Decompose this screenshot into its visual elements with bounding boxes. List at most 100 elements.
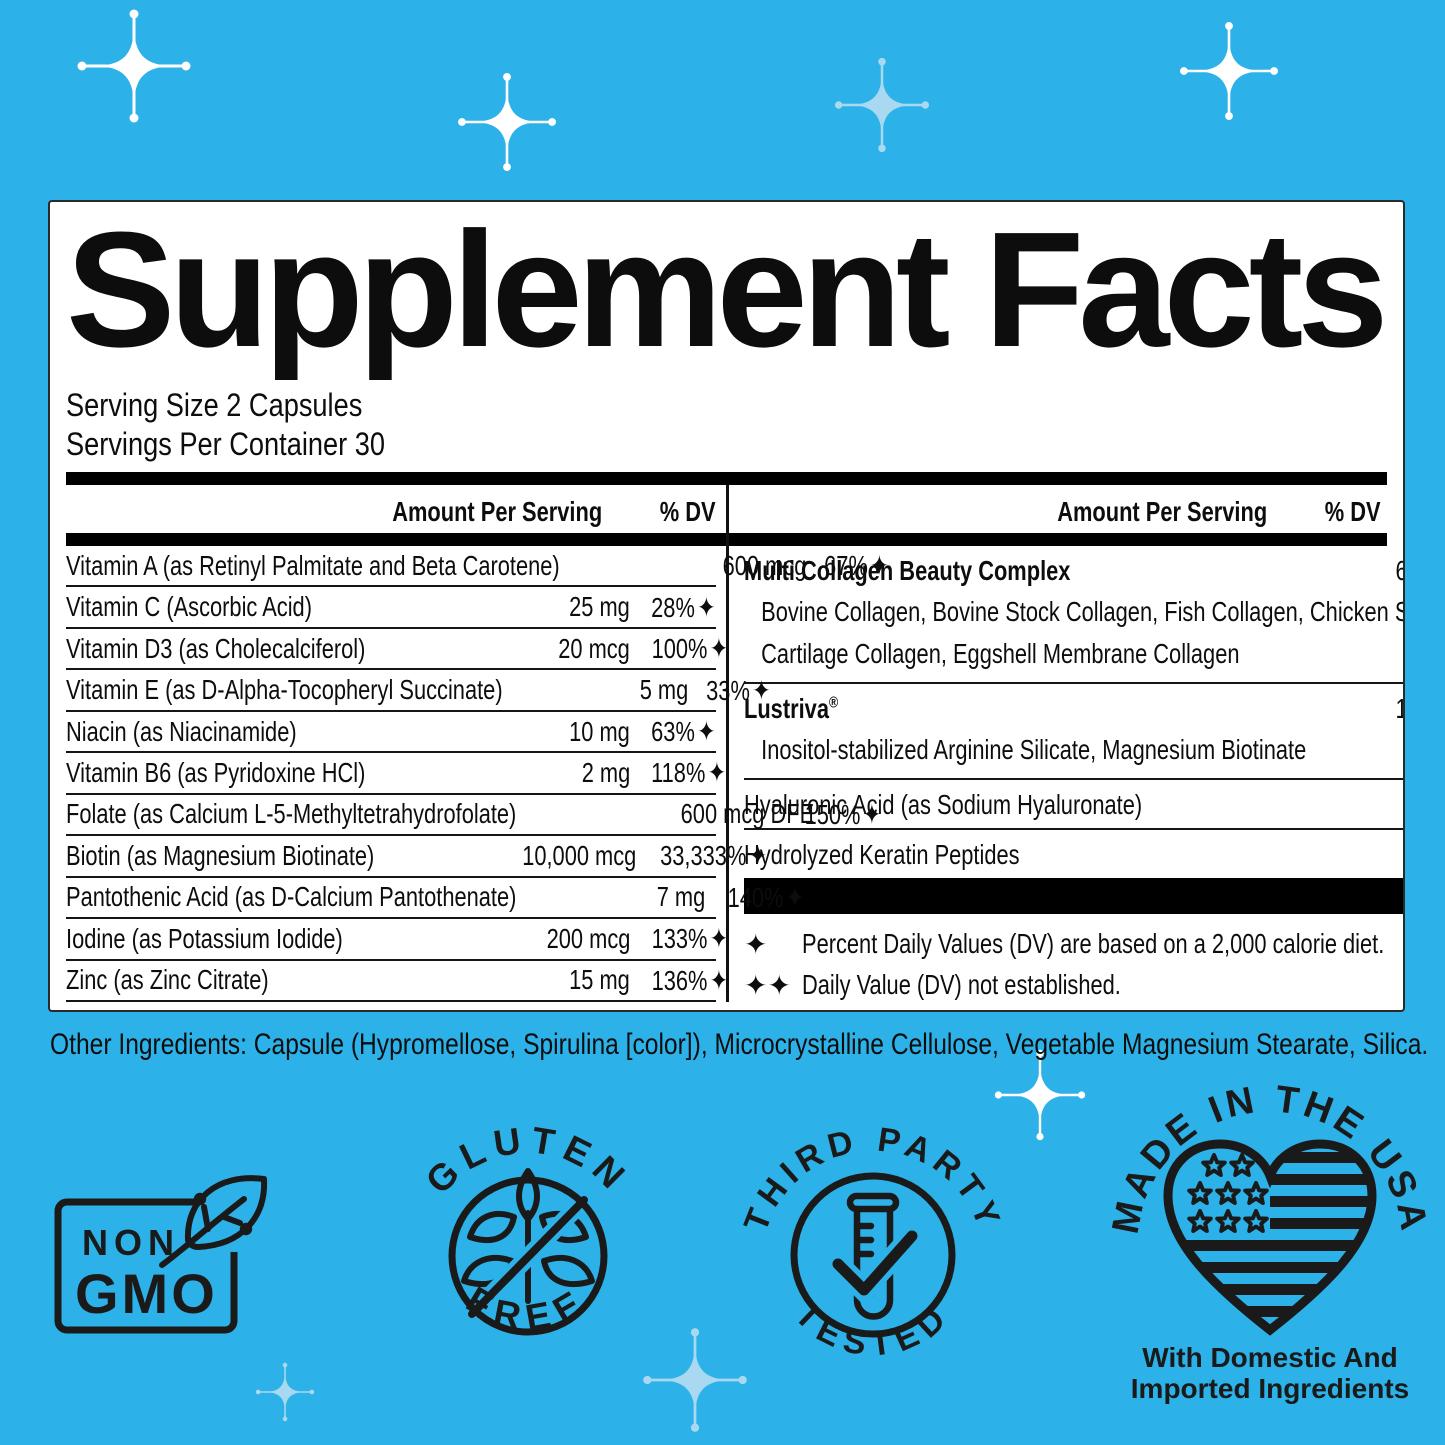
amount-header: Amount Per Serving [392,496,602,527]
amount-header: Amount Per Serving [1057,496,1267,527]
divider-bar [66,472,1387,485]
table-row: Vitamin A (as Retinyl Palmitate and Beta… [66,546,889,588]
ingredient-name: Vitamin E (as D-Alpha-Tocopheryl Succina… [66,674,503,706]
table-row: Multi Collagen Beauty Complex 650 mg ✦✦ … [744,546,1405,684]
table-row: Vitamin D3 (as Cholecalciferol) 20 mcg 1… [66,629,729,671]
ingredient-name: Vitamin D3 (as Cholecalciferol) [66,632,366,664]
leaf-icon [159,1175,268,1268]
footnote-mark: ✦ [697,716,716,748]
ingredient-name: Vitamin B6 (as Pyridoxine HCl) [66,756,366,788]
ingredient-amount: 5 mg [639,674,688,706]
ingredient-name: Folate (as Calcium L-5-Methyltetrahydrof… [66,798,517,830]
ingredient-dv: 100%✦ [651,633,729,665]
table-row: Folate (as Calcium L-5-Methyltetrahydrof… [66,795,881,837]
ingredient-amount: 10 mg [569,715,630,747]
ingredient-amount: 650 mg [1349,555,1403,587]
ingredient-amount: 8 mg [1349,789,1403,821]
footnote-mark: ✦ [863,798,882,830]
ingredient-name: Niacin (as Niacinamide) [66,715,297,747]
table-row: Lustriva® 160 mg ✦✦ Inositol-stabilized … [744,684,1403,780]
left-header: Amount Per Serving % DV [66,485,726,533]
checkmark-icon [832,1230,918,1296]
footnote-mark: ✦ [709,923,729,955]
badge-circle [790,1172,956,1338]
sparkle-icon [255,1362,315,1422]
ingredient-amount: 7 mg [657,881,706,913]
footnote-mark: ✦✦ [744,970,791,1001]
registered-mark: ® [828,694,839,712]
third-party-tested-badge: THIRD PARTY TESTED [740,1121,1003,1364]
footnote: ✦✦ Daily Value (DV) not established. [744,969,1403,1002]
table-row: Hydrolyzed Keratin Peptides 4 mg ✦✦ [744,830,1403,878]
sub-ingredients: Inositol-stabilized Arginine Silicate, M… [761,734,1307,765]
ingredient-dv: 150%✦ [804,798,882,830]
ingredient-amount: 600 mcg DFE [681,798,815,830]
serving-size: Serving Size 2 Capsules [66,387,363,423]
ingredient-dv: 63%✦ [651,716,716,748]
serving-info: Serving Size 2 Capsules Servings Per Con… [66,386,1387,464]
badge-circle [448,1176,608,1336]
svg-text:GLUTEN: GLUTEN [418,1119,638,1202]
ingredient-name: Iodine (as Potassium Iodide) [66,922,343,954]
footnote-text: Percent Daily Values (DV) are based on a… [802,928,1385,959]
footnote-mark: ✦ [785,881,804,913]
footnote: ✦ Percent Daily Values (DV) are based on… [744,928,1403,961]
dv-header: % DV [660,496,716,527]
ingredient-amount: 160 mg [1349,693,1403,725]
dv-header: % DV [1325,496,1381,527]
blends-column: Multi Collagen Beauty Complex 650 mg ✦✦ … [726,546,1405,1002]
table-row: Niacin (as Niacinamide) 10 mg 63%✦ [66,712,716,754]
svg-text:GMO: GMO [75,1262,218,1325]
column-divider [726,485,729,1002]
ingredient-amount: 4 mg [1349,839,1403,871]
right-header: Amount Per Serving % DV [726,485,1387,533]
made-in-usa-badge: MADE IN THE USA With Domestic And Import… [1110,1078,1430,1404]
sparkle-icon [1178,20,1280,122]
svg-text:TESTED: TESTED [787,1295,958,1364]
ingredient-name: Hyaluronic Acid (as Sodium Hyaluronate) [744,789,1143,820]
table-row: Hyaluronic Acid (as Sodium Hyaluronate) … [744,780,1403,830]
ingredient-dv: 133%✦ [651,923,729,955]
sparkle-icon [456,71,558,173]
table-row: Zinc (as Zinc Citrate) 15 mg 136%✦ [66,961,729,1002]
ingredient-amount: 15 mg [569,964,630,996]
ingredient-amount: 600 mcg [722,549,807,581]
footnotes: ✦ Percent Daily Values (DV) are based on… [744,928,1403,1002]
table-row: Vitamin C (Ascorbic Acid) 25 mg 28%✦ [66,587,716,629]
ingredient-amount: 2 mg [581,756,630,788]
sparkle-icon [833,56,931,154]
ingredient-name: Lustriva® [744,693,839,724]
ingredient-name: Zinc (as Zinc Citrate) [66,964,269,996]
non-gmo-badge: NON GMO [54,1172,274,1334]
sub-ingredients: Bovine Collagen, Bovine Stock Collagen, … [761,596,1405,669]
ingredient-dv: 33,333%✦ [660,840,768,872]
sparkle-icon [76,8,192,124]
ingredient-name: Vitamin C (Ascorbic Acid) [66,591,312,623]
ingredient-dv: 118%✦ [651,757,727,789]
ingredient-dv: 67%✦ [824,550,889,582]
ingredient-name: Pantothenic Acid (as D-Calcium Pantothen… [66,881,517,913]
other-ingredients: Other Ingredients: Capsule (Hypromellose… [50,1028,1429,1061]
footnote-separator-bar [744,878,1403,914]
footnote-mark: ✦ [697,591,716,623]
table-row: Vitamin E (as D-Alpha-Tocopheryl Succina… [66,670,771,712]
table-row: Biotin (as Magnesium Biotinate) 10,000 m… [66,836,768,878]
page-title: Supplement Facts [66,200,1388,381]
ingredient-dv: 136%✦ [651,964,729,996]
servings-per-container: Servings Per Container 30 [66,426,386,463]
footnote-mark: ✦ [709,964,729,996]
heart-flag-icon [1160,1136,1380,1330]
ingredient-dv: 140%✦ [727,881,804,913]
slash-icon [468,1196,588,1318]
table-header: Amount Per Serving % DV Amount Per Servi… [66,485,1387,533]
footnote-mark: ✦ [709,633,729,665]
svg-text:With Domestic And: With Domestic And [1142,1342,1397,1373]
gluten-free-badge: GLUTEN FREE [418,1119,638,1339]
footnote-mark: ✦ [748,840,768,872]
ingredient-amount: 10,000 mcg [522,839,637,871]
vitamins-column: Vitamin A (as Retinyl Palmitate and Beta… [66,546,889,1002]
ingredient-name: Vitamin A (as Retinyl Palmitate and Beta… [66,549,560,581]
ingredient-dv: 33%✦ [706,674,771,706]
ingredient-amount: 20 mcg [558,632,630,664]
